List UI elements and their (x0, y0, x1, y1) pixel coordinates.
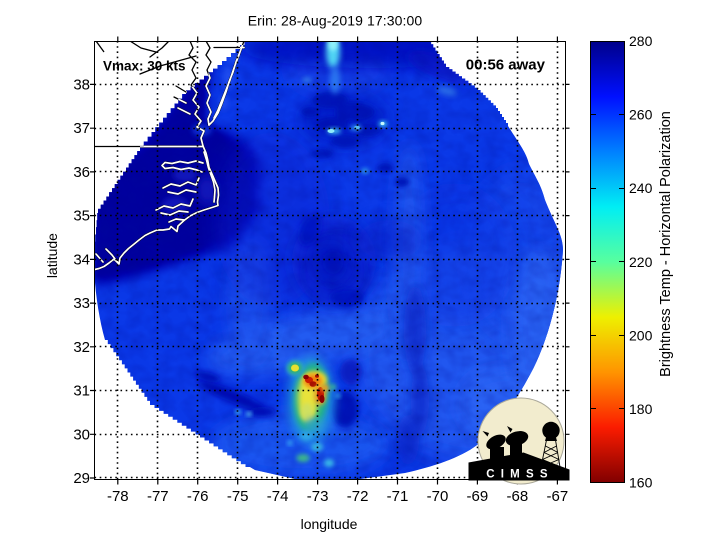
svg-text:200: 200 (629, 327, 653, 343)
svg-text:31: 31 (73, 383, 90, 400)
svg-text:-72: -72 (347, 488, 369, 505)
svg-text:latitude: latitude (44, 233, 60, 278)
svg-text:38: 38 (73, 76, 90, 93)
svg-text:Erin: 28-Aug-2019 17:30:00: Erin: 28-Aug-2019 17:30:00 (248, 13, 423, 29)
svg-text:160: 160 (629, 475, 653, 491)
svg-text:220: 220 (629, 254, 653, 270)
svg-text:-78: -78 (107, 488, 129, 505)
svg-text:240: 240 (629, 180, 653, 196)
svg-text:-77: -77 (147, 488, 169, 505)
svg-text:00:56 away: 00:56 away (466, 57, 546, 74)
svg-text:-69: -69 (467, 488, 489, 505)
svg-text:280: 280 (629, 33, 653, 49)
svg-text:Vmax: 30 kts: Vmax: 30 kts (103, 59, 186, 74)
svg-text:37: 37 (73, 120, 90, 137)
svg-text:32: 32 (73, 339, 90, 356)
svg-text:34: 34 (73, 251, 90, 268)
svg-text:35: 35 (73, 208, 90, 225)
svg-text:-68: -68 (507, 488, 529, 505)
svg-text:Brightness Temp - Horizontal P: Brightness Temp - Horizontal Polarizatio… (658, 111, 674, 377)
svg-text:-67: -67 (547, 488, 569, 505)
svg-text:-73: -73 (307, 488, 329, 505)
svg-text:longitude: longitude (301, 516, 358, 532)
svg-text:180: 180 (629, 401, 653, 417)
svg-text:30: 30 (73, 426, 90, 443)
svg-text:-71: -71 (387, 488, 409, 505)
svg-text:260: 260 (629, 107, 653, 123)
svg-text:-76: -76 (187, 488, 209, 505)
svg-text:-74: -74 (267, 488, 289, 505)
svg-text:29: 29 (73, 470, 90, 487)
svg-text:33: 33 (73, 295, 90, 312)
svg-text:CIMSS: CIMSS (486, 469, 553, 481)
svg-text:-75: -75 (227, 488, 249, 505)
svg-text:36: 36 (73, 164, 90, 181)
svg-text:-70: -70 (427, 488, 449, 505)
